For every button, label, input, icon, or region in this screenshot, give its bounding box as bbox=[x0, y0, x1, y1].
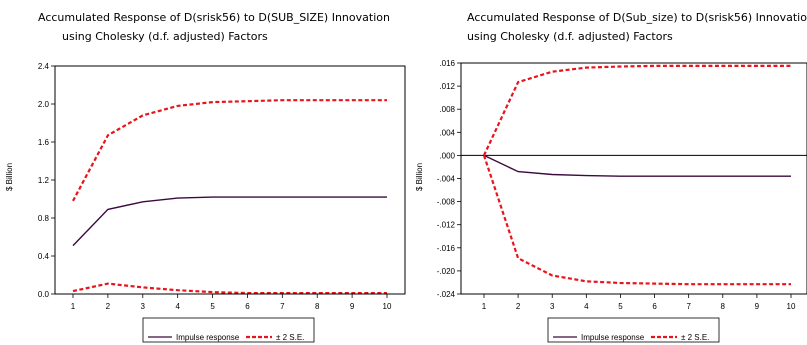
chart-1-x-tick-label: 5 bbox=[210, 302, 215, 311]
chart-2-y-tick-label: .016 bbox=[439, 59, 455, 68]
chart-1-y-tick-label: 0.4 bbox=[38, 252, 50, 261]
chart-2-x-tick-label: 6 bbox=[652, 302, 657, 311]
chart-1-y-axis-label: $ Billion bbox=[5, 163, 14, 191]
chart-2-x-tick-label: 4 bbox=[584, 302, 589, 311]
chart-2-legend-impulse: Impulse response bbox=[581, 333, 645, 342]
chart-1-x-tick-label: 6 bbox=[245, 302, 250, 311]
chart-1-y-tick-label: 1.6 bbox=[38, 138, 50, 147]
chart-1-y-tick-label: 0.0 bbox=[38, 290, 50, 299]
chart-2-x-tick-label: 7 bbox=[686, 302, 691, 311]
chart-1-series bbox=[72, 99, 387, 295]
chart-1-x-tick-label: 10 bbox=[383, 302, 392, 311]
chart-2-x-tick-label: 3 bbox=[550, 302, 555, 311]
chart-2-plot-frame bbox=[460, 62, 807, 295]
chart-2-x-tick-label: 2 bbox=[516, 302, 521, 311]
chart-2-y-tick-label: -.016 bbox=[437, 244, 456, 253]
chart-2-y-tick-label: .012 bbox=[439, 82, 455, 91]
chart-2-legend-box bbox=[547, 317, 720, 343]
chart-2-y-tick-label: .008 bbox=[439, 105, 455, 114]
chart-2-upper-band-line bbox=[483, 64, 791, 156]
chart-2-legend-se: ± 2 S.E. bbox=[681, 333, 709, 342]
chart-panel-2: Accumulated Response of D(Sub_size) to D… bbox=[415, 11, 807, 343]
chart-1-x-tick-label: 3 bbox=[141, 302, 146, 311]
chart-1-x-tick-label: 4 bbox=[175, 302, 180, 311]
chart-2-y-tick-label: -.008 bbox=[437, 198, 456, 207]
chart-1-x-ticks: 1 2 3 4 5 6 7 8 9 10 bbox=[71, 294, 392, 311]
chart-2-y-tick-label: -.024 bbox=[437, 290, 456, 299]
chart-2-series bbox=[482, 64, 791, 286]
chart-2-y-tick-label: .000 bbox=[439, 151, 455, 160]
chart-2-subtitle: using Cholesky (d.f. adjusted) Factors bbox=[467, 30, 673, 43]
chart-2-y-tick-label: -.020 bbox=[437, 267, 456, 276]
chart-1-x-tick-label: 9 bbox=[350, 302, 355, 311]
chart-1-x-tick-label: 2 bbox=[106, 302, 111, 311]
chart-2-x-ticks: 1 2 3 4 5 6 7 8 9 10 bbox=[482, 294, 796, 311]
chart-1-x-tick-label: 1 bbox=[71, 302, 76, 311]
chart-1-lower-band-line bbox=[72, 282, 387, 295]
chart-1-subtitle: using Cholesky (d.f. adjusted) Factors bbox=[62, 30, 268, 43]
chart-1-legend-impulse: Impulse response bbox=[176, 333, 240, 342]
chart-2-y-tick-label: -.004 bbox=[437, 175, 456, 184]
chart-2-x-tick-label: 1 bbox=[482, 302, 487, 311]
chart-1-x-tick-label: 8 bbox=[315, 302, 320, 311]
chart-1-y-tick-label: 1.2 bbox=[38, 176, 50, 185]
chart-1-y-tick-label: 2.0 bbox=[38, 100, 50, 109]
chart-2-x-tick-label: 8 bbox=[721, 302, 726, 311]
chart-2-y-tick-label: .004 bbox=[439, 128, 455, 137]
chart-1-y-ticks: 0.0 0.4 0.8 1.2 1.6 2.0 2.4 bbox=[38, 62, 55, 299]
chart-panel-1: Accumulated Response of D(srisk56) to D(… bbox=[5, 11, 406, 343]
chart-2-y-axis-label: $ Billion bbox=[415, 163, 424, 191]
chart-1-title: Accumulated Response of D(srisk56) to D(… bbox=[38, 11, 390, 24]
chart-2-title: Accumulated Response of D(Sub_size) to D… bbox=[467, 11, 807, 24]
chart-2-impulse-response-line bbox=[483, 154, 791, 177]
chart-2-x-tick-label: 9 bbox=[755, 302, 760, 311]
chart-1-legend: Impulse response ± 2 S.E. bbox=[142, 317, 315, 343]
chart-2-y-ticks: .016 .012 .008 .004 .000 -.004 -.008 -.012 -.016… bbox=[437, 59, 461, 299]
chart-2-y-tick-label: -.012 bbox=[437, 221, 456, 230]
chart-1-x-tick-label: 7 bbox=[280, 302, 285, 311]
chart-1-plot-frame bbox=[54, 65, 406, 295]
chart-1-impulse-response-line bbox=[72, 196, 387, 247]
chart-2-x-tick-label: 10 bbox=[787, 302, 796, 311]
chart-2-x-tick-label: 5 bbox=[618, 302, 623, 311]
chart-1-y-tick-label: 0.8 bbox=[38, 214, 50, 223]
chart-1-y-tick-label: 2.4 bbox=[38, 62, 50, 71]
chart-1-legend-se: ± 2 S.E. bbox=[276, 333, 304, 342]
chart-1-upper-band-line bbox=[72, 99, 387, 202]
chart-2-legend: Impulse response ± 2 S.E. bbox=[547, 317, 720, 343]
chart-2-lower-band-line bbox=[482, 155, 791, 286]
chart-1-legend-box bbox=[142, 317, 315, 343]
